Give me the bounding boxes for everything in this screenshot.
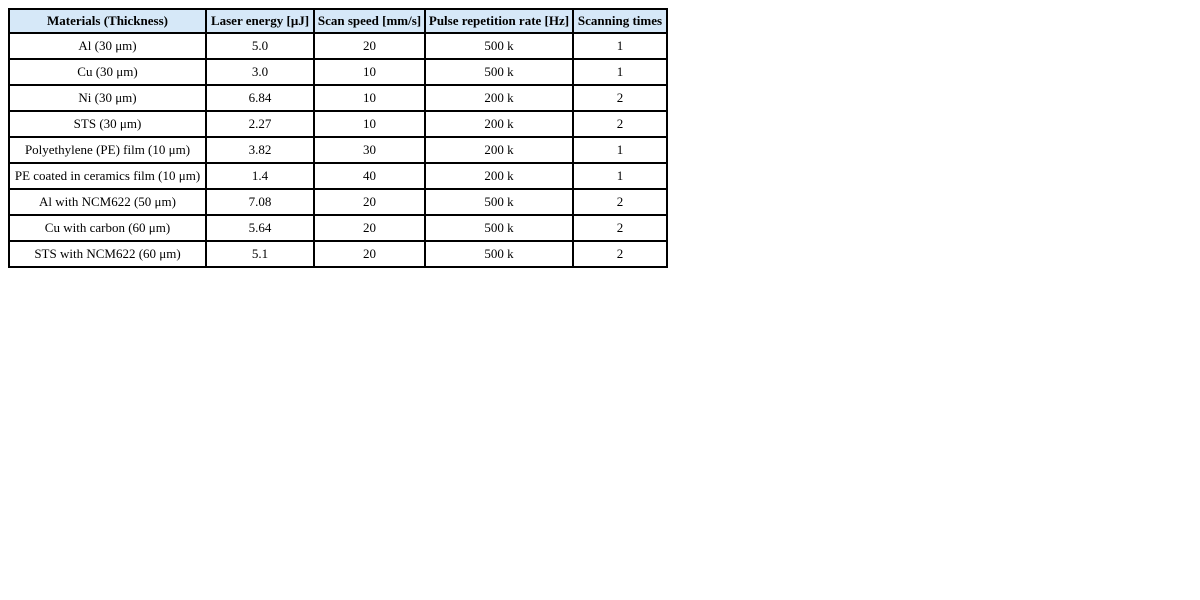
table-row: Cu with carbon (60 μm) 5.64 20 500 k 2 [8, 214, 668, 242]
cell-material: Al with NCM622 (50 μm) [8, 188, 207, 216]
table-row: STS (30 μm) 2.27 10 200 k 2 [8, 110, 668, 138]
cell-scanning-times: 2 [572, 240, 668, 268]
column-header-scanning-times: Scanning times [572, 8, 668, 34]
cell-laser-energy: 7.08 [205, 188, 315, 216]
cell-scan-speed: 30 [313, 136, 426, 164]
table-row: Al (30 μm) 5.0 20 500 k 1 [8, 32, 668, 60]
column-header-materials: Materials (Thickness) [8, 8, 207, 34]
cell-scan-speed: 10 [313, 84, 426, 112]
cell-scanning-times: 1 [572, 136, 668, 164]
table-row: Cu (30 μm) 3.0 10 500 k 1 [8, 58, 668, 86]
cell-scan-speed: 10 [313, 110, 426, 138]
cell-scanning-times: 2 [572, 84, 668, 112]
cell-pulse-repetition-rate: 500 k [424, 58, 574, 86]
cell-pulse-repetition-rate: 500 k [424, 240, 574, 268]
cell-pulse-repetition-rate: 500 k [424, 214, 574, 242]
cell-scan-speed: 10 [313, 58, 426, 86]
cell-scanning-times: 2 [572, 214, 668, 242]
cell-scanning-times: 2 [572, 188, 668, 216]
cell-material: Cu with carbon (60 μm) [8, 214, 207, 242]
cell-scanning-times: 1 [572, 58, 668, 86]
cell-material: Polyethylene (PE) film (10 μm) [8, 136, 207, 164]
cell-laser-energy: 2.27 [205, 110, 315, 138]
cell-laser-energy: 6.84 [205, 84, 315, 112]
cell-pulse-repetition-rate: 500 k [424, 32, 574, 60]
table-row: STS with NCM622 (60 μm) 5.1 20 500 k 2 [8, 240, 668, 268]
header-row: Materials (Thickness) Laser energy [μJ] … [8, 8, 668, 34]
cell-material: PE coated in ceramics film (10 μm) [8, 162, 207, 190]
cell-laser-energy: 5.0 [205, 32, 315, 60]
cell-pulse-repetition-rate: 500 k [424, 188, 574, 216]
cell-material: Al (30 μm) [8, 32, 207, 60]
cell-pulse-repetition-rate: 200 k [424, 110, 574, 138]
column-header-scan-speed: Scan speed [mm/s] [313, 8, 426, 34]
cell-laser-energy: 1.4 [205, 162, 315, 190]
laser-parameters-table: Materials (Thickness) Laser energy [μJ] … [8, 8, 668, 268]
cell-scanning-times: 1 [572, 32, 668, 60]
cell-material: Cu (30 μm) [8, 58, 207, 86]
cell-scan-speed: 20 [313, 240, 426, 268]
table-row: Ni (30 μm) 6.84 10 200 k 2 [8, 84, 668, 112]
cell-scan-speed: 20 [313, 214, 426, 242]
cell-scan-speed: 40 [313, 162, 426, 190]
cell-laser-energy: 3.82 [205, 136, 315, 164]
cell-pulse-repetition-rate: 200 k [424, 162, 574, 190]
cell-scanning-times: 2 [572, 110, 668, 138]
table-row: Polyethylene (PE) film (10 μm) 3.82 30 2… [8, 136, 668, 164]
cell-scan-speed: 20 [313, 188, 426, 216]
laser-parameters-table-container: Materials (Thickness) Laser energy [μJ] … [8, 8, 668, 268]
column-header-laser-energy: Laser energy [μJ] [205, 8, 315, 34]
cell-laser-energy: 3.0 [205, 58, 315, 86]
cell-scan-speed: 20 [313, 32, 426, 60]
cell-laser-energy: 5.64 [205, 214, 315, 242]
cell-pulse-repetition-rate: 200 k [424, 136, 574, 164]
cell-pulse-repetition-rate: 200 k [424, 84, 574, 112]
cell-material: Ni (30 μm) [8, 84, 207, 112]
cell-laser-energy: 5.1 [205, 240, 315, 268]
column-header-pulse-repetition-rate: Pulse repetition rate [Hz] [424, 8, 574, 34]
cell-material: STS with NCM622 (60 μm) [8, 240, 207, 268]
cell-scanning-times: 1 [572, 162, 668, 190]
cell-material: STS (30 μm) [8, 110, 207, 138]
table-row: Al with NCM622 (50 μm) 7.08 20 500 k 2 [8, 188, 668, 216]
table-row: PE coated in ceramics film (10 μm) 1.4 4… [8, 162, 668, 190]
